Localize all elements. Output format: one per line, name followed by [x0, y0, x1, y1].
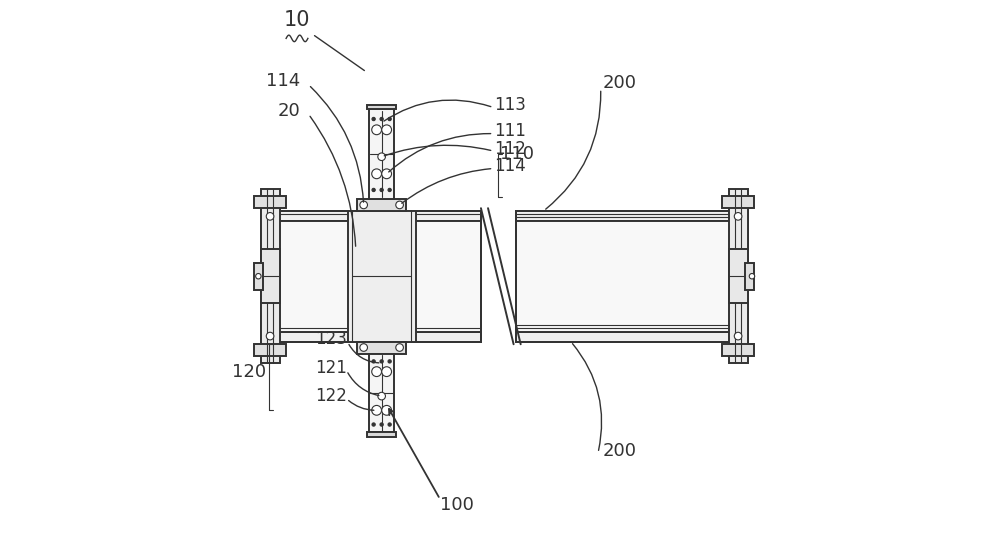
Text: 123: 123	[315, 330, 347, 348]
Text: 113: 113	[495, 96, 526, 114]
Text: 111: 111	[495, 123, 526, 141]
Bar	[254, 344, 286, 356]
Bar	[357, 199, 406, 211]
Circle shape	[388, 423, 391, 426]
Bar	[261, 189, 280, 363]
Text: 114: 114	[266, 72, 300, 90]
Bar	[367, 105, 396, 109]
Circle shape	[372, 188, 375, 191]
Bar	[261, 220, 481, 331]
Bar	[745, 263, 754, 290]
Text: 114: 114	[495, 157, 526, 175]
Bar	[516, 331, 748, 341]
Bar	[722, 344, 754, 356]
Circle shape	[378, 153, 385, 161]
Circle shape	[396, 201, 403, 209]
Circle shape	[372, 118, 375, 121]
Text: 10: 10	[284, 10, 310, 30]
Bar	[254, 263, 263, 290]
Circle shape	[380, 423, 383, 426]
Circle shape	[372, 169, 382, 179]
Bar	[357, 341, 406, 353]
Bar	[367, 433, 396, 437]
Circle shape	[749, 274, 755, 279]
Bar	[369, 353, 394, 433]
Text: 112: 112	[495, 140, 526, 158]
Text: 100: 100	[440, 496, 473, 514]
Circle shape	[388, 360, 391, 363]
Text: 122: 122	[315, 387, 347, 405]
Bar	[261, 249, 280, 304]
Bar	[516, 211, 748, 220]
Circle shape	[380, 118, 383, 121]
Circle shape	[266, 213, 274, 220]
Circle shape	[378, 392, 385, 400]
Circle shape	[372, 366, 382, 376]
Text: 20: 20	[278, 102, 300, 120]
Circle shape	[372, 423, 375, 426]
Bar	[729, 249, 748, 304]
Circle shape	[372, 360, 375, 363]
Bar	[348, 211, 416, 341]
Text: 200: 200	[603, 74, 637, 92]
Circle shape	[266, 332, 274, 340]
Circle shape	[388, 188, 391, 191]
Bar	[254, 196, 286, 208]
Circle shape	[256, 274, 261, 279]
Circle shape	[734, 332, 742, 340]
Bar	[369, 109, 394, 199]
Circle shape	[372, 405, 382, 415]
Circle shape	[360, 201, 367, 209]
Circle shape	[388, 118, 391, 121]
Bar	[516, 220, 748, 331]
Bar	[261, 331, 481, 341]
Circle shape	[382, 405, 392, 415]
Circle shape	[382, 169, 392, 179]
Circle shape	[372, 125, 382, 135]
Text: 120: 120	[232, 363, 266, 381]
Text: 121: 121	[315, 358, 347, 376]
Bar	[261, 211, 481, 220]
Bar	[729, 189, 748, 363]
Circle shape	[360, 344, 367, 351]
Circle shape	[734, 213, 742, 220]
Circle shape	[396, 344, 403, 351]
Circle shape	[380, 188, 383, 191]
Bar	[722, 196, 754, 208]
Circle shape	[380, 360, 383, 363]
Bar	[261, 211, 481, 341]
Text: 200: 200	[603, 442, 637, 460]
Circle shape	[382, 125, 392, 135]
Text: 110: 110	[500, 145, 534, 163]
Circle shape	[382, 366, 392, 376]
Bar	[516, 211, 748, 341]
